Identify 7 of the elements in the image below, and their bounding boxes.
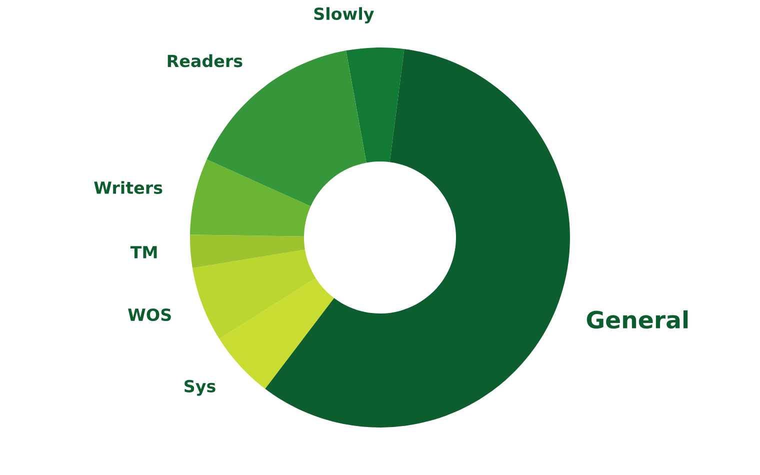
slice-label: General: [586, 310, 688, 329]
slice-label: Sys: [184, 380, 216, 396]
slice-label: TM: [130, 246, 157, 258]
slice-label: Slowly: [314, 7, 374, 24]
slice-label: Readers: [168, 54, 242, 68]
slice-label: Writers: [94, 181, 162, 194]
slice-label: WOS: [128, 308, 171, 322]
